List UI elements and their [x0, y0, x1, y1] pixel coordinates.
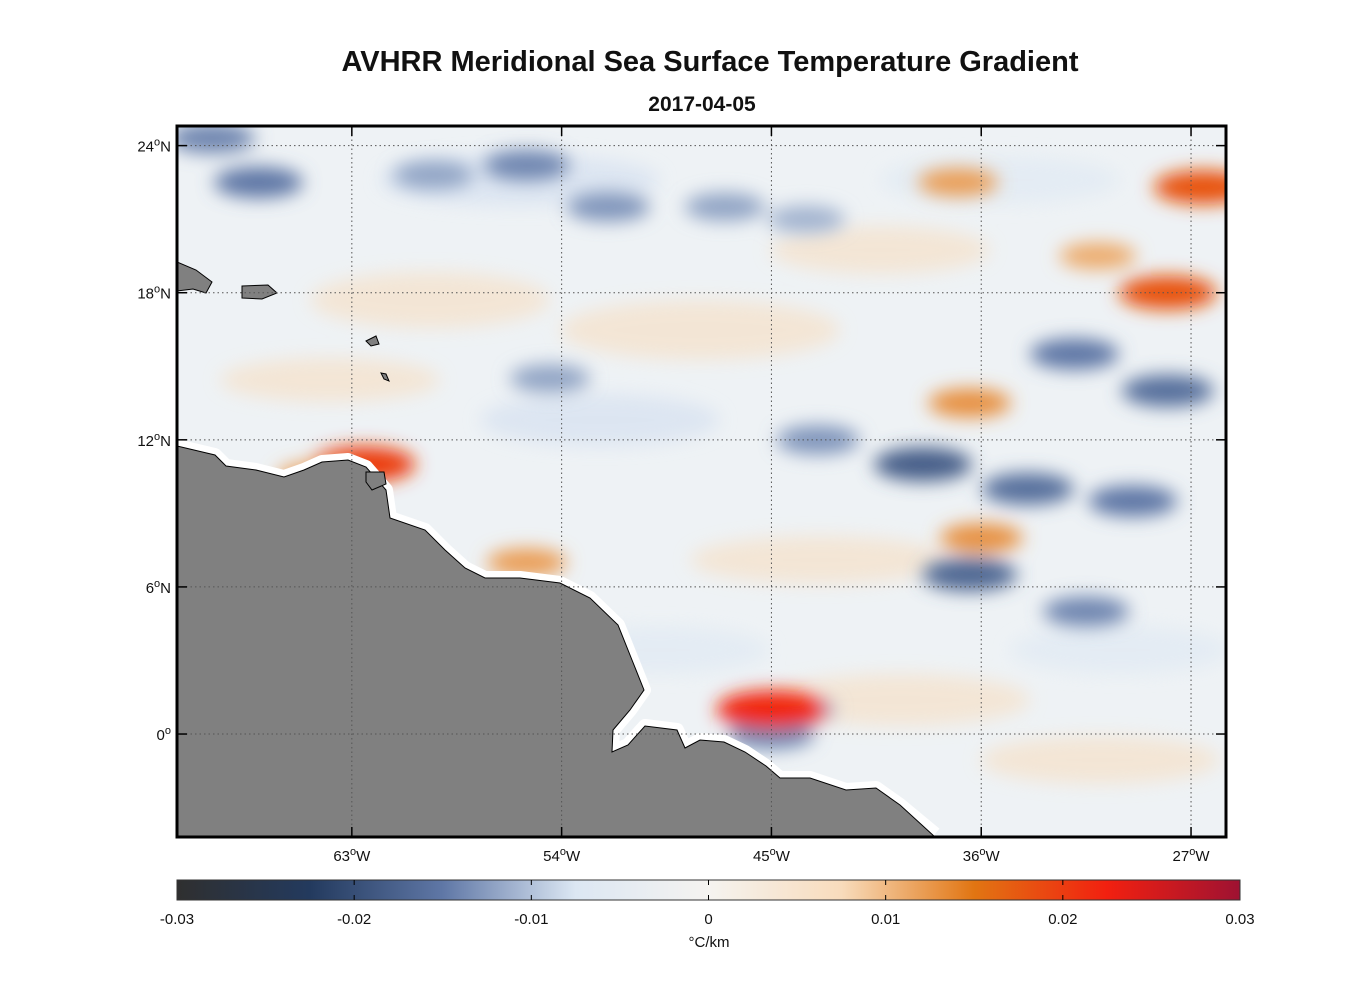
gradient-feature-5 [767, 205, 845, 233]
colorbar-ticks: -0.03 -0.02 -0.01 0 0.01 0.02 0.03 [160, 880, 1255, 928]
colorbar-tick-label: 0.02 [1048, 911, 1077, 928]
gradient-feature-10 [981, 472, 1074, 505]
y-tick-label: 18oN [137, 284, 171, 303]
x-tick-label: 45oW [753, 846, 791, 865]
axis-ticks [177, 126, 1226, 837]
colorbar-tick-label: -0.03 [160, 911, 194, 928]
guadeloupe-island [365, 335, 380, 347]
x-tick-label: 63oW [333, 846, 371, 865]
gradient-feature-4 [684, 192, 765, 221]
colorbar-tick-label: 0.03 [1225, 911, 1254, 928]
trinidad-island [365, 471, 387, 491]
gradient-feature-26 [917, 168, 998, 197]
y-tick-label: 12oN [137, 431, 171, 450]
gradient-feature-2 [483, 150, 570, 181]
colorbar-tick-label: 0.01 [871, 911, 900, 928]
gradient-feature-25 [928, 388, 1012, 418]
axis-labels: 63oW 54oW 45oW 36oW 27oW 24oN 18oN 12oN 6oN 0o [137, 137, 1210, 865]
gradient-feature-8 [1121, 374, 1214, 407]
colorbar-tick-label: 0 [704, 911, 712, 928]
y-tick-label: 6oN [146, 578, 171, 597]
gradient-feature-3 [566, 192, 650, 222]
map-subtitle: 2017-04-05 [648, 93, 756, 116]
martinique-island [380, 372, 390, 382]
gradient-feature-9 [873, 447, 972, 482]
gradient-feature-0 [214, 166, 304, 198]
gradient-feature-14 [922, 558, 1018, 592]
puerto-rico-island [241, 284, 278, 300]
y-tick-label: 24oN [137, 137, 171, 156]
gradient-feature-6 [177, 126, 255, 154]
colorbar-tick-label: -0.02 [337, 911, 371, 928]
gradient-feature-1 [393, 161, 474, 190]
map-frame [175, 124, 1228, 839]
gradient-feature-24 [939, 523, 1023, 553]
colorbar-tick-label: -0.01 [514, 911, 548, 928]
hispaniola-island [177, 261, 213, 294]
gradient-feature-27 [1059, 242, 1137, 270]
plot-area [177, 126, 1226, 837]
graticule [177, 126, 1226, 837]
gradient-feature-12 [776, 425, 860, 455]
x-tick-label: 27oW [1173, 846, 1211, 865]
background-texture [220, 154, 1226, 784]
gradient-feature-23 [1153, 170, 1226, 205]
gradient-feature-20 [486, 548, 567, 577]
map-title: AVHRR Meridional Sea Surface Temperature… [341, 46, 1079, 78]
y-tick-label: 0o [157, 725, 171, 744]
south-america-landmass [177, 445, 936, 837]
gradient-feature-13 [1043, 596, 1130, 627]
x-tick-label: 36oW [963, 846, 1001, 865]
x-tick-label: 54oW [543, 846, 581, 865]
gradient-feature-11 [1088, 485, 1178, 517]
colorbar-units: °C/km [689, 934, 730, 951]
gradient-feature-7 [1029, 338, 1119, 370]
land [177, 261, 940, 837]
gradient-feature-21 [716, 690, 827, 729]
gradient-feature-17 [509, 364, 590, 393]
